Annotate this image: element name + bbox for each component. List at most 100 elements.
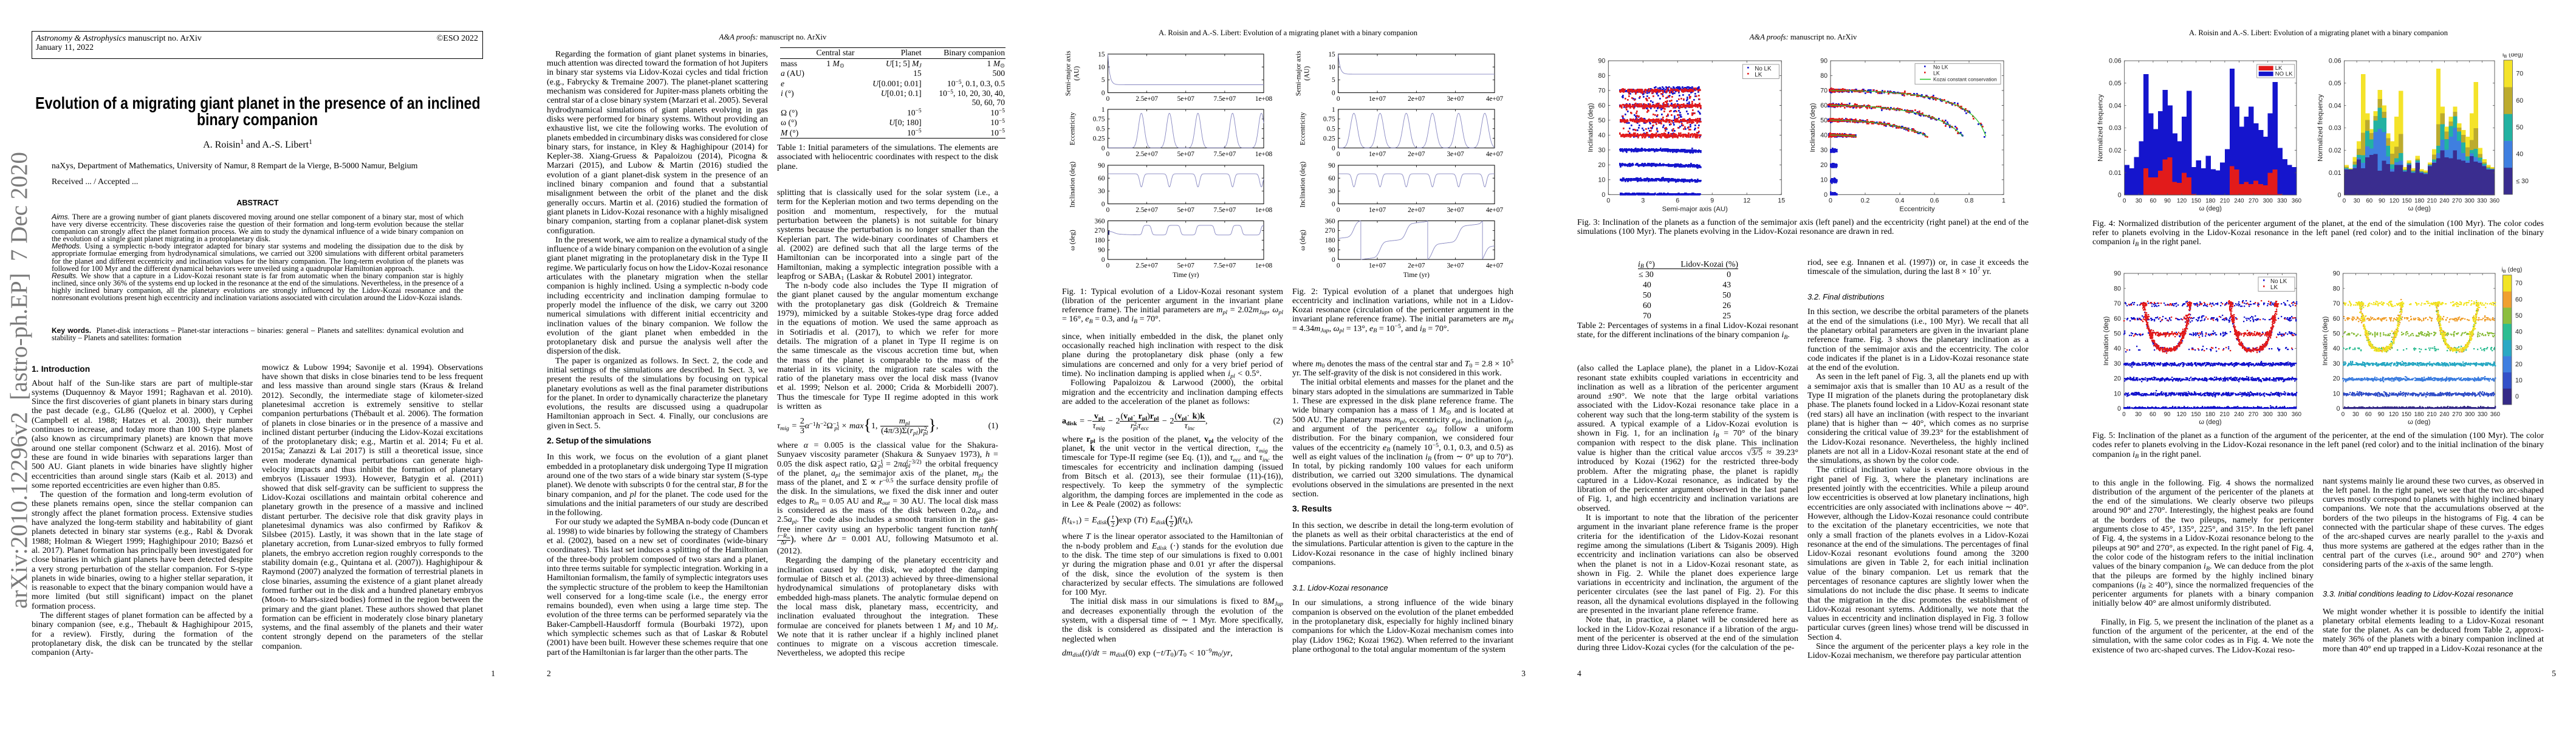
svg-text:20: 20 bbox=[1820, 162, 1828, 169]
svg-text:LK: LK bbox=[1755, 72, 1762, 78]
svg-text:0.75: 0.75 bbox=[1323, 116, 1335, 123]
svg-text:No LK: No LK bbox=[2270, 278, 2287, 285]
svg-text:70: 70 bbox=[2516, 70, 2523, 78]
svg-text:ω (deg): ω (deg) bbox=[2199, 205, 2222, 213]
svg-text:80: 80 bbox=[1598, 72, 1606, 80]
svg-text:4e+07: 4e+07 bbox=[1486, 207, 1504, 214]
svg-text:360: 360 bbox=[2292, 198, 2302, 205]
svg-text:(AU): (AU) bbox=[1074, 66, 1081, 81]
svg-text:1: 1 bbox=[1101, 106, 1105, 114]
svg-text:ω (deg): ω (deg) bbox=[1300, 230, 1307, 250]
svg-text:10: 10 bbox=[1820, 176, 1828, 183]
svg-text:50: 50 bbox=[1820, 117, 1828, 125]
svg-text:1: 1 bbox=[2002, 197, 2006, 204]
svg-text:90: 90 bbox=[1328, 162, 1335, 169]
svg-text:0: 0 bbox=[1332, 89, 1335, 97]
svg-text:180: 180 bbox=[2414, 411, 2425, 418]
svg-text:≤ 30: ≤ 30 bbox=[2516, 177, 2529, 185]
svg-text:10: 10 bbox=[1598, 176, 1606, 183]
svg-text:90: 90 bbox=[1820, 58, 1828, 65]
svg-text:40: 40 bbox=[2515, 329, 2523, 336]
svg-text:No LK: No LK bbox=[1755, 66, 1772, 72]
svg-text:5e+07: 5e+07 bbox=[1177, 207, 1195, 214]
svg-text:0: 0 bbox=[1332, 145, 1335, 152]
svg-text:iB (deg): iB (deg) bbox=[2502, 267, 2523, 274]
svg-text:3e+07: 3e+07 bbox=[1447, 207, 1465, 214]
svg-text:270: 270 bbox=[1325, 227, 1335, 234]
svg-text:240: 240 bbox=[2234, 198, 2244, 205]
svg-text:0.25: 0.25 bbox=[1323, 135, 1335, 143]
svg-text:30: 30 bbox=[2352, 411, 2359, 418]
svg-text:0.5: 0.5 bbox=[1096, 126, 1105, 133]
svg-text:1e+08: 1e+08 bbox=[1255, 262, 1273, 270]
svg-text:1e+07: 1e+07 bbox=[1369, 207, 1386, 214]
svg-text:30: 30 bbox=[1598, 146, 1606, 154]
svg-text:0.25: 0.25 bbox=[1093, 135, 1105, 143]
svg-text:50: 50 bbox=[2515, 312, 2523, 320]
svg-text:80: 80 bbox=[2114, 285, 2121, 292]
svg-text:40: 40 bbox=[2333, 345, 2340, 352]
svg-text:90: 90 bbox=[2164, 411, 2171, 418]
svg-text:90: 90 bbox=[2378, 411, 2385, 418]
svg-text:Eccentricity: Eccentricity bbox=[1899, 205, 1935, 213]
svg-text:0.06: 0.06 bbox=[2109, 58, 2122, 65]
svg-text:0: 0 bbox=[1106, 207, 1110, 214]
svg-text:0: 0 bbox=[1337, 207, 1340, 214]
svg-text:4e+07: 4e+07 bbox=[1486, 95, 1504, 103]
svg-text:0: 0 bbox=[1332, 256, 1335, 264]
svg-text:20: 20 bbox=[1598, 162, 1606, 169]
svg-text:Eccentricity: Eccentricity bbox=[1069, 112, 1077, 145]
svg-text:360: 360 bbox=[1325, 217, 1335, 225]
svg-text:60: 60 bbox=[2333, 315, 2340, 323]
svg-text:2.5e+07: 2.5e+07 bbox=[1136, 151, 1158, 158]
svg-text:240: 240 bbox=[2439, 198, 2450, 205]
svg-text:60: 60 bbox=[1328, 175, 1335, 182]
svg-text:2e+07: 2e+07 bbox=[1408, 262, 1425, 270]
svg-text:60: 60 bbox=[2150, 411, 2156, 418]
svg-text:180: 180 bbox=[2205, 198, 2216, 205]
svg-text:1e+08: 1e+08 bbox=[1255, 95, 1273, 103]
svg-text:Inclination (deg): Inclination (deg) bbox=[1809, 103, 1817, 152]
svg-text:LK: LK bbox=[1933, 70, 1940, 77]
svg-text:0.03: 0.03 bbox=[2329, 125, 2341, 132]
svg-text:7.5e+07: 7.5e+07 bbox=[1213, 151, 1236, 158]
svg-text:20: 20 bbox=[2114, 375, 2121, 383]
svg-text:330: 330 bbox=[2277, 411, 2287, 418]
svg-text:0: 0 bbox=[2515, 393, 2519, 400]
svg-text:0: 0 bbox=[2337, 405, 2340, 412]
svg-text:30: 30 bbox=[2515, 344, 2523, 352]
svg-text:0: 0 bbox=[1106, 262, 1110, 270]
svg-text:12: 12 bbox=[1743, 197, 1750, 204]
svg-text:240: 240 bbox=[2439, 411, 2450, 418]
svg-text:0.01: 0.01 bbox=[2109, 169, 2122, 177]
svg-text:90: 90 bbox=[2333, 270, 2340, 278]
svg-text:4e+07: 4e+07 bbox=[1486, 262, 1504, 270]
svg-text:180: 180 bbox=[1095, 237, 1105, 244]
svg-text:270: 270 bbox=[1095, 227, 1105, 234]
svg-text:40: 40 bbox=[2114, 345, 2121, 352]
svg-text:60: 60 bbox=[1098, 175, 1105, 182]
svg-text:5: 5 bbox=[1332, 77, 1335, 84]
svg-text:60: 60 bbox=[2365, 411, 2372, 418]
svg-text:360: 360 bbox=[2292, 411, 2302, 418]
svg-text:180: 180 bbox=[1325, 237, 1335, 244]
svg-text:2.5e+07: 2.5e+07 bbox=[1136, 262, 1158, 270]
svg-text:90: 90 bbox=[1598, 58, 1606, 65]
svg-text:0: 0 bbox=[2343, 198, 2346, 205]
svg-text:2.5e+07: 2.5e+07 bbox=[1136, 207, 1158, 214]
svg-text:9: 9 bbox=[1710, 197, 1714, 204]
svg-text:10: 10 bbox=[2515, 377, 2523, 385]
svg-text:0: 0 bbox=[1824, 191, 1828, 199]
svg-text:150: 150 bbox=[2402, 198, 2413, 205]
svg-text:270: 270 bbox=[2249, 411, 2259, 418]
svg-text:Time (yr): Time (yr) bbox=[1173, 272, 1199, 279]
svg-text:70: 70 bbox=[2515, 280, 2523, 287]
svg-text:0.2: 0.2 bbox=[1861, 197, 1870, 204]
svg-text:120: 120 bbox=[2389, 198, 2400, 205]
svg-text:0.05: 0.05 bbox=[2329, 80, 2341, 87]
svg-text:60: 60 bbox=[2366, 198, 2372, 205]
svg-text:NO LK: NO LK bbox=[2275, 70, 2293, 77]
svg-text:2e+07: 2e+07 bbox=[1408, 95, 1425, 103]
svg-text:0.4: 0.4 bbox=[1896, 197, 1905, 204]
svg-text:270: 270 bbox=[2452, 198, 2462, 205]
